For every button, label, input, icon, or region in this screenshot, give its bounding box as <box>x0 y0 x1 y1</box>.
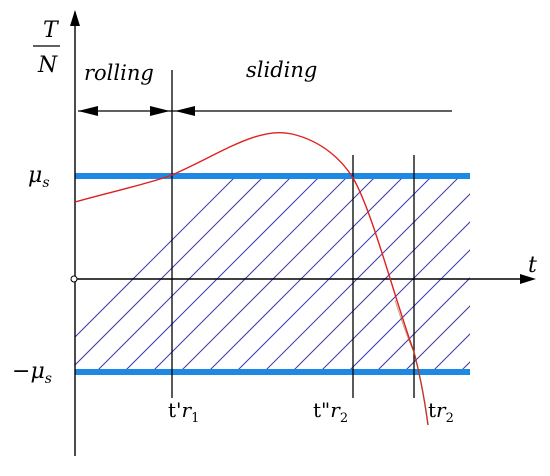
hatch-line <box>75 176 265 366</box>
hatch-line <box>431 333 470 372</box>
sliding-left-arrowhead <box>175 106 195 116</box>
hatch-line <box>151 176 349 372</box>
upper-level-label: μs <box>28 163 50 191</box>
hatch-line <box>75 176 237 338</box>
hatch-line <box>179 176 377 372</box>
x-axis-arrowhead <box>520 274 536 284</box>
sliding-label: sliding <box>246 58 317 82</box>
time-marker-tr1: t'r1 <box>168 398 199 426</box>
y-axis-arrowhead <box>70 10 80 26</box>
friction-curve-tail <box>394 299 429 426</box>
hatch-line <box>207 176 405 372</box>
hatch-line <box>291 193 470 372</box>
time-marker-tr2-double: t"r2 <box>313 398 348 426</box>
lower-level-label: −μs <box>12 359 52 387</box>
rolling-label: rolling <box>84 61 154 85</box>
hatch-line <box>95 176 293 372</box>
hatch-region <box>75 176 550 372</box>
hatch-line <box>319 221 470 372</box>
hatch-line <box>235 176 433 372</box>
rolling-right-arrowhead <box>150 106 170 116</box>
hatch-line <box>403 305 470 372</box>
x-axis-label: t <box>528 253 537 278</box>
y-label-numerator: T <box>43 18 60 43</box>
y-axis-label: T N <box>33 18 60 78</box>
rolling-left-arrowhead <box>78 106 98 116</box>
hatch-line <box>488 176 550 372</box>
hatch-line <box>263 176 461 372</box>
hatch-line <box>123 176 321 372</box>
hatch-line <box>347 249 470 372</box>
y-label-denominator: N <box>37 53 58 78</box>
origin-marker <box>70 275 78 283</box>
time-marker-tr2: tr2 <box>428 398 454 426</box>
